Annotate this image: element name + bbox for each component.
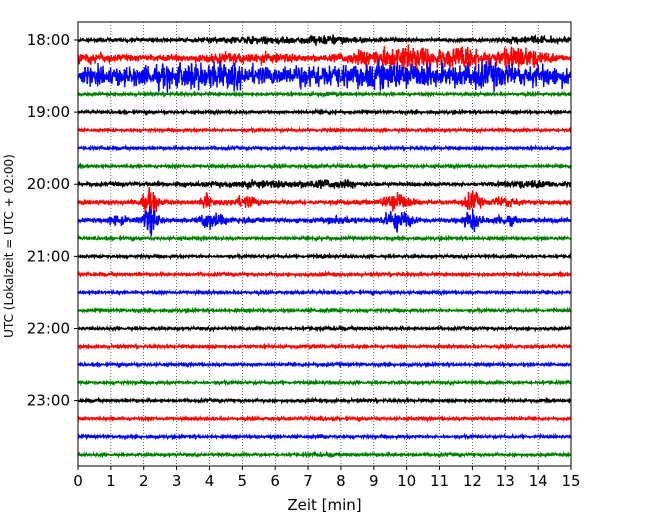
x-tick-label: 2 xyxy=(139,472,149,490)
trace-2145 xyxy=(77,306,572,315)
trace-2245 xyxy=(77,378,572,387)
trace-1915 xyxy=(77,126,572,135)
trace-2200 xyxy=(77,324,572,333)
trace-1900 xyxy=(77,108,572,117)
x-axis-ticks: 0 1 2 3 4 5 6 7 8 9 10 11 12 13 14 15 xyxy=(73,466,581,490)
trace-2345 xyxy=(77,450,572,459)
plot-frame xyxy=(77,21,572,467)
trace-2115 xyxy=(77,269,572,279)
x-tick-label: 11 xyxy=(430,472,449,490)
trace-1945 xyxy=(77,162,572,171)
x-tick-label: 1 xyxy=(106,472,116,490)
y-tick-label: 23:00 xyxy=(27,392,70,410)
x-tick-label: 3 xyxy=(172,472,182,490)
x-tick-label: 13 xyxy=(496,472,515,490)
y-tick-label: 18:00 xyxy=(27,31,70,49)
trace-2030 xyxy=(77,206,572,236)
y-axis-ticks: 18:00 19:00 20:00 21:00 22:00 23:00 xyxy=(27,31,78,410)
trace-1800 xyxy=(77,34,572,46)
x-tick-label: 10 xyxy=(397,472,416,490)
trace-2315 xyxy=(77,414,572,423)
trace-2045 xyxy=(77,234,572,243)
vertical-grid xyxy=(110,22,539,466)
trace-2000 xyxy=(77,178,572,190)
x-tick-label: 4 xyxy=(205,472,215,490)
y-tick-label: 21:00 xyxy=(27,247,70,265)
x-tick-label: 14 xyxy=(529,472,548,490)
x-tick-label: 0 xyxy=(73,472,83,490)
trace-2300 xyxy=(77,396,572,405)
trace-1930 xyxy=(77,143,572,153)
trace-2015 xyxy=(77,187,572,220)
x-tick-label: 5 xyxy=(238,472,248,490)
trace-group xyxy=(77,34,572,459)
trace-1830 xyxy=(77,59,572,94)
y-axis-label: UTC (Lokalzeit = UTC + 02:00) xyxy=(2,154,16,338)
trace-2330 xyxy=(77,432,572,441)
x-tick-label: 9 xyxy=(369,472,379,490)
trace-2100 xyxy=(77,251,572,261)
x-tick-label: 8 xyxy=(336,472,346,490)
x-tick-label: 15 xyxy=(561,472,580,490)
trace-1845 xyxy=(77,90,572,99)
x-tick-label: 6 xyxy=(270,472,280,490)
y-tick-label: 20:00 xyxy=(27,175,70,193)
x-tick-label: 7 xyxy=(303,472,313,490)
trace-1815 xyxy=(77,44,572,75)
y-tick-label: 19:00 xyxy=(27,103,70,121)
trace-2130 xyxy=(77,287,572,297)
x-axis-label: Zeit [min] xyxy=(287,496,361,514)
trace-2215 xyxy=(77,342,572,351)
x-tick-label: 12 xyxy=(463,472,482,490)
trace-2230 xyxy=(77,360,572,369)
y-tick-label: 22:00 xyxy=(27,319,70,337)
